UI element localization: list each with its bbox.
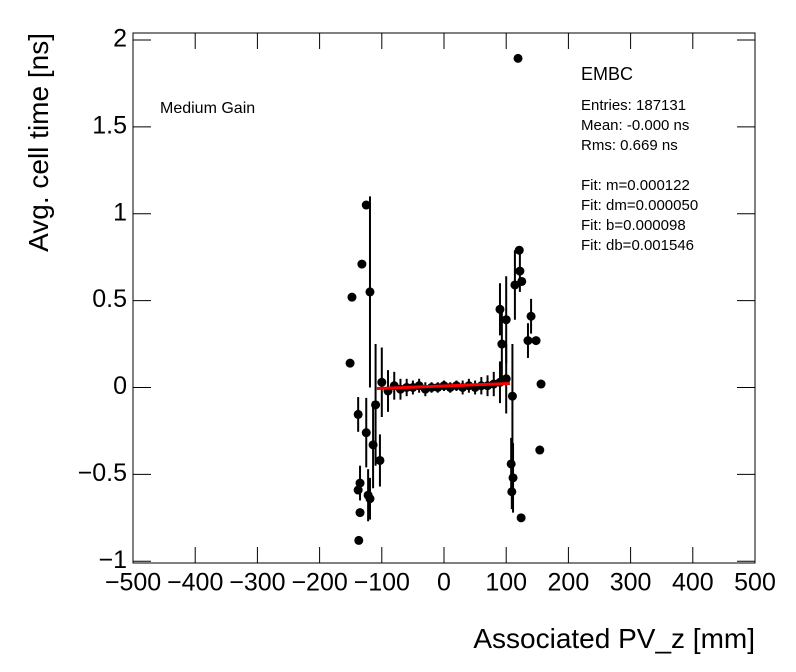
point [347, 292, 357, 302]
y-axis-label: Avg. cell time [ns] [23, 33, 54, 252]
point [355, 508, 365, 518]
point [507, 391, 517, 401]
point [515, 266, 525, 276]
y-tick-label: 2 [113, 25, 127, 53]
point [501, 315, 511, 325]
point [375, 455, 385, 465]
point [497, 339, 507, 349]
x-tick-label: −300 [229, 569, 285, 597]
fit-line [376, 381, 510, 391]
y-tick-label: 0 [113, 372, 127, 400]
point [361, 428, 371, 438]
point [501, 374, 511, 384]
stats-line: Fit: dm=0.000050 [581, 197, 698, 214]
x-tick-label: −400 [167, 569, 223, 597]
point [354, 535, 364, 545]
stats-line: Entries: 187131 [581, 97, 686, 114]
annotation: Medium Gain [160, 100, 255, 117]
point [507, 487, 517, 497]
point [510, 280, 520, 290]
point [357, 259, 367, 269]
point [353, 485, 363, 495]
point [526, 311, 536, 321]
x-tick-label: 100 [485, 569, 527, 597]
point [535, 445, 545, 455]
stats-line: Rms: 0.669 ns [581, 137, 678, 154]
point [353, 409, 363, 419]
point [377, 377, 387, 387]
point [495, 304, 505, 314]
point [361, 200, 371, 210]
x-axis-label: Associated PV_z [mm] [473, 623, 755, 654]
x-tick-label: −500 [105, 569, 161, 597]
y-tick-label: 0.5 [92, 285, 127, 313]
point [355, 478, 365, 488]
point [516, 513, 526, 523]
x-tick-label: 300 [610, 569, 652, 597]
y-tick-label: −1 [98, 546, 127, 574]
x-tick-label: 200 [548, 569, 590, 597]
point [365, 494, 375, 504]
point [506, 459, 516, 469]
x-tick-label: 400 [672, 569, 714, 597]
x-tick-label: −200 [291, 569, 347, 597]
x-tick-label: 0 [437, 569, 451, 597]
point [371, 400, 381, 410]
point [517, 276, 527, 286]
x-tick-label: −100 [354, 569, 410, 597]
x-tick-label: 500 [734, 569, 776, 597]
stats-line: Fit: db=0.001546 [581, 237, 694, 254]
point [365, 287, 375, 297]
point [508, 473, 518, 483]
y-tick-label: −0.5 [78, 459, 127, 487]
y-tick-label: 1 [113, 198, 127, 226]
stats-title: EMBC [581, 64, 633, 84]
y-tick-label: 1.5 [92, 111, 127, 139]
point [345, 358, 355, 368]
point [523, 336, 533, 346]
stats-line: Mean: -0.000 ns [581, 117, 689, 134]
point [531, 336, 541, 346]
stats-line: Fit: b=0.000098 [581, 217, 686, 234]
point [536, 379, 546, 389]
stats-line: Fit: m=0.000122 [581, 177, 690, 194]
point [513, 53, 523, 63]
